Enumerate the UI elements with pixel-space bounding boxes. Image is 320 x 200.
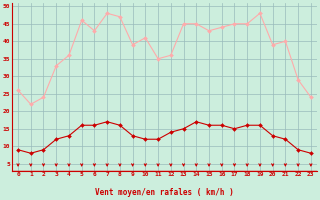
X-axis label: Vent moyen/en rafales ( km/h ): Vent moyen/en rafales ( km/h ) [95,188,234,197]
